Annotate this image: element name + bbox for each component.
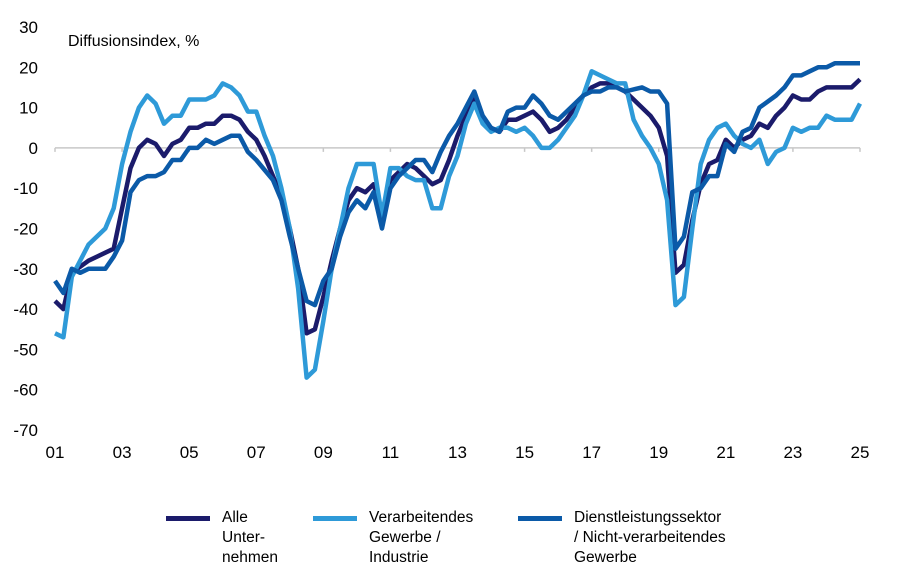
- x-tick-label: 19: [649, 443, 668, 462]
- y-tick-label: -30: [13, 260, 38, 279]
- legend-label-line: / Nicht-verarbeitendes: [574, 529, 726, 546]
- legend-item-alle-unternehmen: Alle Unter- nehmen: [166, 508, 278, 568]
- series-lines: [53, 61, 862, 380]
- y-tick-label: 0: [29, 139, 38, 158]
- y-axis-ticks: 30 20 10 0 -10 -20 -30 -40 -50 -60 -70: [13, 18, 38, 440]
- x-tick-label: 09: [314, 443, 333, 462]
- legend-label-line: Unter-: [222, 529, 266, 546]
- y-tick-label: -10: [13, 179, 38, 198]
- legend-item-dienstleistungssektor: Dienstleistungssektor / Nicht-verarbeite…: [518, 508, 726, 568]
- x-tick-label: 07: [247, 443, 266, 462]
- y-tick-label: -70: [13, 421, 38, 440]
- y-tick-label: 20: [19, 58, 38, 77]
- x-tick-label: 15: [515, 443, 534, 462]
- series-line-0: [53, 77, 862, 336]
- legend-label-line: Alle: [222, 509, 248, 526]
- x-tick-label: 17: [582, 443, 601, 462]
- x-tick-label: 23: [783, 443, 802, 462]
- x-tick-label: 25: [851, 443, 870, 462]
- legend-swatch: [166, 516, 210, 521]
- x-tick-label: 13: [448, 443, 467, 462]
- y-tick-label: -50: [13, 340, 38, 359]
- legend-label-line: Industrie: [369, 549, 429, 566]
- legend-label-line: Gewerbe /: [369, 529, 441, 546]
- y-axis-label: Diffusionsindex, %: [68, 33, 199, 50]
- x-tick-label: 11: [382, 443, 400, 462]
- y-tick-label: 30: [19, 18, 38, 37]
- y-tick-label: 10: [19, 99, 38, 118]
- series-line-2: [53, 61, 860, 308]
- legend-label-line: Gewerbe: [574, 549, 637, 566]
- x-tick-label: 05: [180, 443, 199, 462]
- y-tick-label: -60: [13, 381, 38, 400]
- x-axis: 01 03 05 07 09 11 13 15 17 19 21 23 25: [46, 147, 870, 462]
- legend-label-line: nehmen: [222, 549, 279, 566]
- line-chart: 30 20 10 0 -10 -20 -30 -40 -50 -60 -70 01 03 05 07 09 1…: [13, 18, 870, 462]
- x-tick-label: 21: [716, 443, 735, 462]
- legend-swatch: [518, 516, 562, 521]
- legend-label-line: Dienstleistungssektor: [574, 509, 722, 526]
- x-tick-label: 03: [113, 443, 132, 462]
- legend-swatch: [313, 516, 357, 521]
- x-tick-label: 01: [46, 443, 65, 462]
- series-line-1: [54, 69, 862, 380]
- y-tick-label: -40: [13, 300, 38, 319]
- legend-label-line: Verarbeitendes: [369, 509, 474, 526]
- legend-item-verarbeitendes-gewerbe: Verarbeitendes Gewerbe / Industrie: [313, 508, 473, 568]
- y-tick-label: -20: [13, 220, 38, 239]
